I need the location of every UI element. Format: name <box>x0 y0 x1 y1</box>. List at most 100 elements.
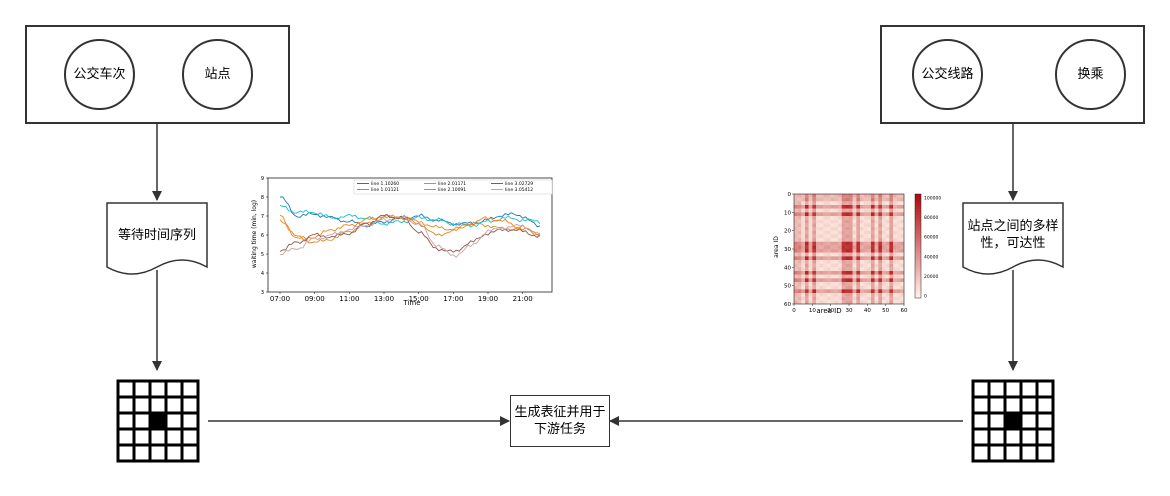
hm-cell <box>856 234 861 239</box>
hm-cell <box>808 234 813 239</box>
hm-cell <box>808 267 813 272</box>
hm-colorbar-segment <box>915 225 921 229</box>
hm-cell <box>852 249 857 253</box>
hm-cell <box>812 278 817 283</box>
hm-cell <box>900 205 905 209</box>
hm-cell <box>830 241 835 246</box>
hm-cell <box>867 197 872 202</box>
hm-cell <box>896 197 901 202</box>
hm-cell <box>893 238 897 242</box>
hm-cell <box>801 267 806 272</box>
hm-cell <box>797 201 802 206</box>
hm-cell <box>805 282 809 286</box>
hm-cell <box>896 274 901 279</box>
hm-cell <box>849 285 853 290</box>
hm-cell <box>827 285 831 290</box>
hm-y-tick-label: 50 <box>784 284 791 290</box>
hm-cell <box>816 230 820 235</box>
hm-cell <box>852 208 857 213</box>
hm-cell <box>845 274 850 279</box>
hm-cell <box>867 263 872 268</box>
hm-cell <box>801 223 806 228</box>
hm-cell <box>830 285 835 290</box>
hm-cell <box>845 230 850 235</box>
hm-cell <box>805 263 809 268</box>
hm-cell <box>882 227 886 231</box>
ts-x-tick-label: 19:00 <box>478 295 498 303</box>
hm-cell <box>808 263 813 268</box>
ts-xlabel: Time <box>402 299 420 307</box>
hm-cell <box>823 296 828 301</box>
hm-cell <box>860 238 864 242</box>
hm-cell <box>852 201 857 206</box>
hm-y-tick-label: 0 <box>788 192 792 198</box>
hm-cell <box>834 205 839 209</box>
hm-cell <box>823 293 828 297</box>
hm-cell <box>797 256 802 261</box>
hm-cell <box>838 216 842 220</box>
hm-cell <box>889 293 894 297</box>
hm-cell <box>808 260 813 264</box>
hm-y-tick-label: 20 <box>784 229 791 235</box>
hm-cell <box>838 267 842 272</box>
hm-cell <box>827 245 831 250</box>
hm-colorbar-segment <box>915 264 921 268</box>
hm-cell <box>889 245 894 250</box>
hm-x-tick-label: 50 <box>882 308 889 314</box>
hm-cell <box>885 241 890 246</box>
hm-cell <box>834 267 839 272</box>
hm-cell <box>860 296 864 301</box>
hm-cell <box>823 208 828 213</box>
hm-x-tick-label: 30 <box>846 308 853 314</box>
hm-cell <box>827 252 831 257</box>
hm-cell <box>852 194 857 198</box>
hm-cell <box>900 293 905 297</box>
hm-cell <box>830 227 835 231</box>
hm-colorbar-segment <box>915 277 921 281</box>
hm-cell <box>845 256 850 261</box>
hm-cell <box>805 249 809 253</box>
hm-cell <box>805 223 809 228</box>
hm-cell <box>885 260 890 264</box>
hm-cell <box>849 227 853 231</box>
hm-cell <box>801 241 806 246</box>
hm-cell <box>805 278 809 283</box>
hm-cell <box>819 241 824 246</box>
hm-cell <box>852 300 857 305</box>
hm-cell <box>882 296 886 301</box>
hm-cell <box>863 271 868 275</box>
hm-cell <box>827 227 831 231</box>
hm-colorbar-segment <box>915 240 921 244</box>
hm-cell <box>863 194 868 198</box>
hm-cell <box>816 227 820 231</box>
hm-cell <box>893 205 897 209</box>
hm-cell <box>893 249 897 253</box>
hm-cell <box>889 267 894 272</box>
left-grid-icon <box>116 379 200 463</box>
hm-cell <box>889 274 894 279</box>
hm-cell <box>797 238 802 242</box>
hm-cell <box>856 278 861 283</box>
hm-cell <box>812 274 817 279</box>
hm-cell <box>882 205 886 209</box>
ts-series-line <box>279 215 541 258</box>
hm-cell <box>893 256 897 261</box>
hm-cell <box>863 197 868 202</box>
hm-colorbar-segment <box>915 196 921 200</box>
hm-cell <box>856 263 861 268</box>
hm-cell <box>801 205 806 209</box>
hm-colorbar-segment <box>915 279 921 283</box>
hm-cell <box>893 271 897 275</box>
hm-cell <box>823 282 828 286</box>
hm-cell <box>841 201 846 206</box>
hm-cell <box>794 234 798 239</box>
hm-cell <box>871 296 875 301</box>
hm-cell <box>900 282 905 286</box>
hm-cell <box>827 208 831 213</box>
hm-cell <box>871 282 875 286</box>
hm-cell <box>874 205 879 209</box>
hm-cell <box>797 234 802 239</box>
hm-cell <box>834 271 839 275</box>
hm-cell <box>819 234 824 239</box>
hm-cell <box>889 208 894 213</box>
